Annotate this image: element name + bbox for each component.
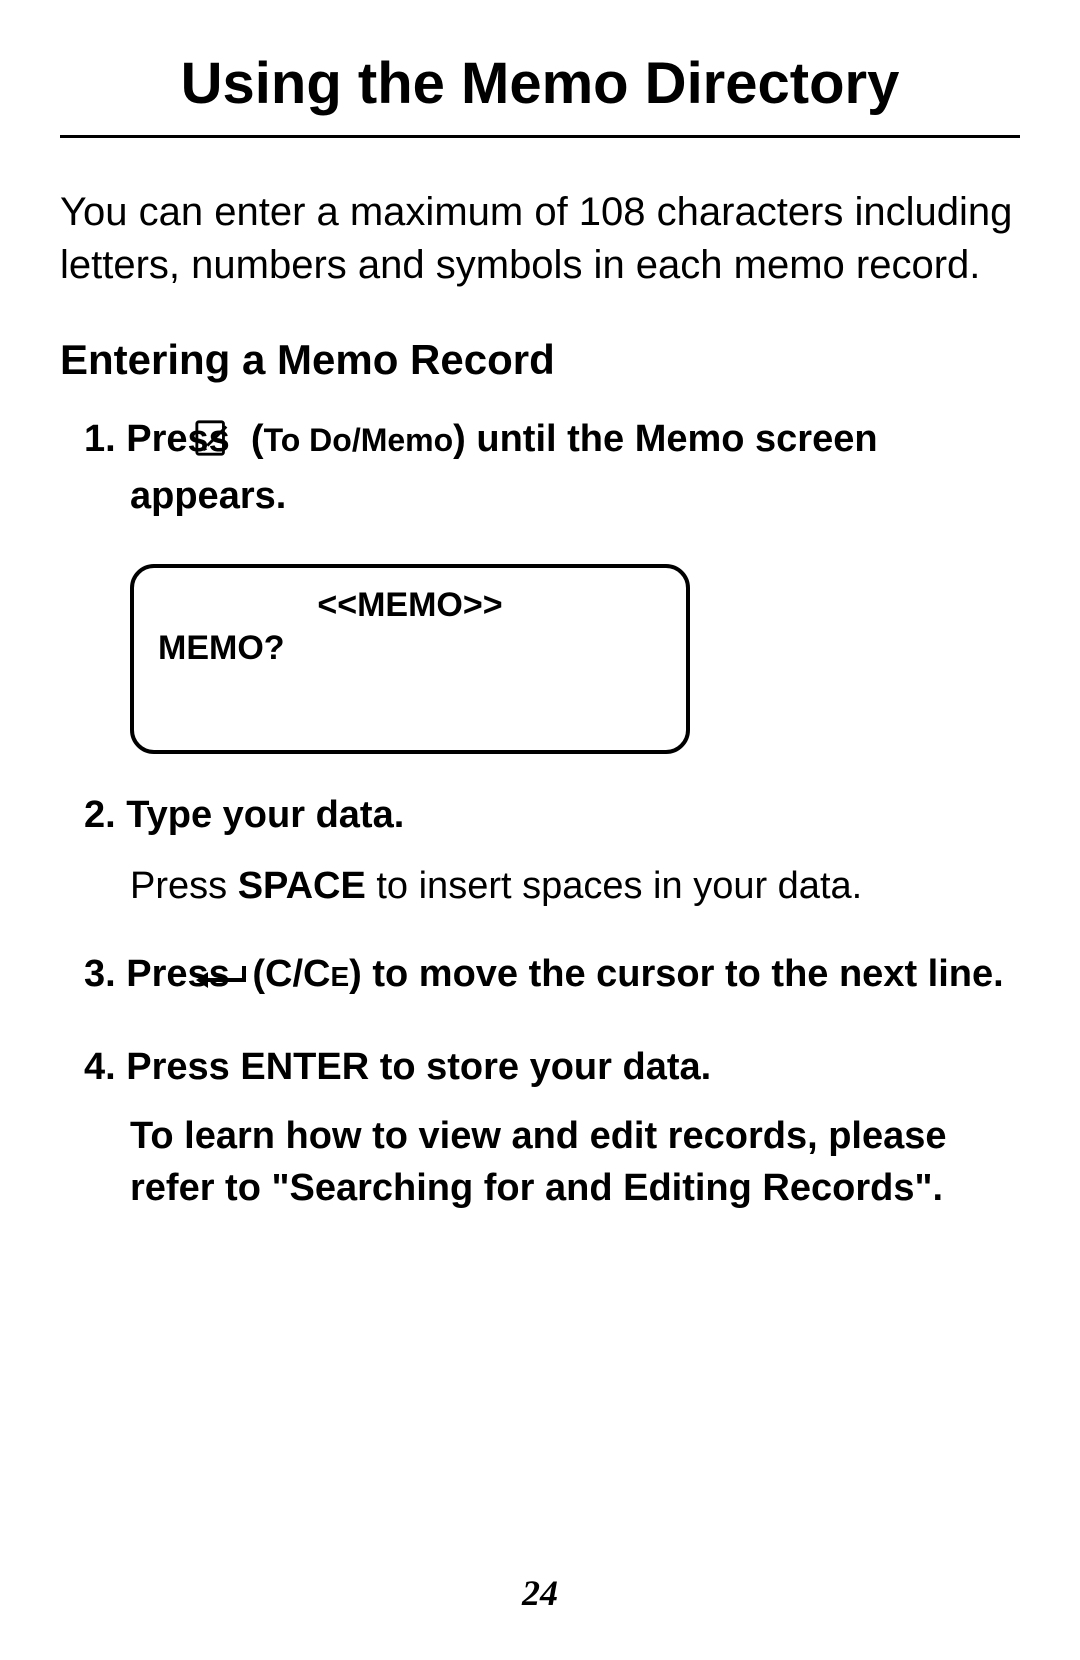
step3-text-c: ) to move the cursor to the next line. [349, 953, 1004, 995]
step-4: 4. Press ENTER to store your data. [60, 1042, 1020, 1093]
page-title: Using the Memo Directory [60, 50, 1020, 138]
manual-page: Using the Memo Directory You can enter a… [0, 0, 1080, 1660]
step-1: 1. Press (To Do/Memo) until the Memo scr… [60, 414, 1020, 523]
step2-body-a: Press [130, 865, 238, 907]
device-screen: <<MEMO>> MEMO? [130, 564, 690, 754]
screen-line2: MEMO? [158, 629, 662, 668]
step2-body-b: to insert spaces in your data. [366, 865, 862, 907]
step1-small: To Do/Memo [264, 422, 454, 458]
intro-paragraph: You can enter a maximum of 108 character… [60, 186, 1020, 292]
return-arrow-icon [240, 955, 252, 1006]
step-2-body: Press SPACE to insert spaces in your dat… [60, 861, 1020, 912]
section-subheading: Entering a Memo Record [60, 336, 1020, 384]
step3-text-b: (C/C [252, 953, 330, 995]
space-key: SPACE [238, 865, 366, 907]
page-number: 24 [0, 1572, 1080, 1614]
step3-sub: E [330, 961, 349, 992]
step1-text-b: ( [240, 418, 263, 460]
step-2: 2. Type your data. [60, 790, 1020, 841]
reference-note: To learn how to view and edit records, p… [60, 1111, 1020, 1214]
screen-line1: <<MEMO>> [158, 586, 662, 625]
step-3: 3. Press (C/CE) to move the cursor to th… [60, 949, 1020, 1006]
